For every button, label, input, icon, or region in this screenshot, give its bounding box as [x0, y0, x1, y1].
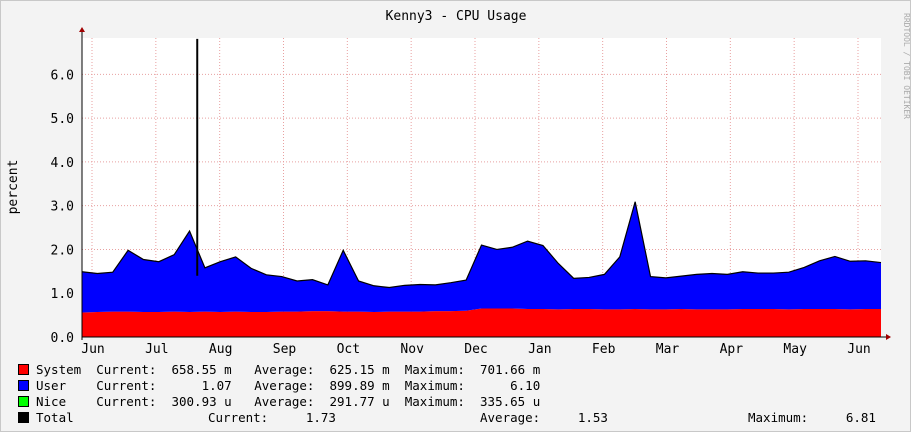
y-tick-label: 6.0: [51, 68, 74, 83]
total-stat-average: Average: 1.53: [480, 410, 608, 425]
x-tick-label: Oct: [337, 342, 360, 357]
x-tick-label: Jun: [847, 342, 870, 357]
cpu-usage-chart: Kenny3 - CPU Usage percent RRDTOOL / TOBI …: [6, 9, 910, 357]
legend-text-system: System Current: 658.55 m Average: 625.15…: [36, 362, 541, 377]
total-stat-current: Current: 1.73: [208, 410, 336, 425]
total-line: [81, 201, 882, 289]
x-tick-label: Jun: [81, 342, 104, 357]
x-tick-label: Sep: [273, 342, 297, 357]
y-tick-label: 2.0: [51, 243, 74, 258]
legend-swatch-user: [18, 380, 29, 391]
x-tick-label: Aug: [209, 342, 232, 357]
legend-row-user: User Current: 1.07 Average: 899.89 m Max…: [18, 378, 540, 394]
rrdtool-watermark: RRDTOOL / TOBI OETIKER: [902, 13, 910, 119]
total-stat-maximum: Maximum: 6.81: [748, 410, 876, 425]
legend-swatch-system: [18, 364, 29, 375]
y-tick-label: 5.0: [51, 112, 74, 127]
legend-row-system: System Current: 658.55 m Average: 625.15…: [18, 362, 540, 378]
legend-swatch-nice: [18, 396, 29, 407]
user-area: [82, 201, 881, 313]
x-tick-label: May: [783, 342, 807, 357]
x-tick-label: Dec: [464, 342, 487, 357]
y-tick-label: 0.0: [51, 331, 74, 346]
legend-text-total: Total: [36, 410, 74, 425]
y-tick-label: 4.0: [51, 156, 74, 171]
x-axis-arrow: [886, 334, 891, 340]
legend-swatch-total: [18, 412, 29, 423]
x-tick-label: Feb: [592, 342, 616, 357]
system-area: [82, 308, 881, 337]
x-tick-label: Mar: [656, 342, 680, 357]
legend-row-total: Total Current: 1.73 Average: 1.53 Maximum: …: [18, 410, 898, 426]
x-tick-label: Jan: [528, 342, 551, 357]
legend-text-user: User Current: 1.07 Average: 899.89 m Max…: [36, 378, 541, 393]
x-tick-label: Jul: [145, 342, 168, 357]
y-axis-label: percent: [6, 160, 21, 215]
y-axis-arrow: [79, 27, 85, 32]
chart-title: Kenny3 - CPU Usage: [386, 9, 527, 24]
y-tick-label: 3.0: [51, 200, 74, 215]
y-tick-label: 1.0: [51, 287, 74, 302]
x-tick-label: Nov: [400, 342, 424, 357]
legend-text-nice: Nice Current: 300.93 u Average: 291.77 u…: [36, 394, 541, 409]
legend-row-nice: Nice Current: 300.93 u Average: 291.77 u…: [18, 394, 540, 410]
x-tick-label: Apr: [720, 342, 744, 357]
